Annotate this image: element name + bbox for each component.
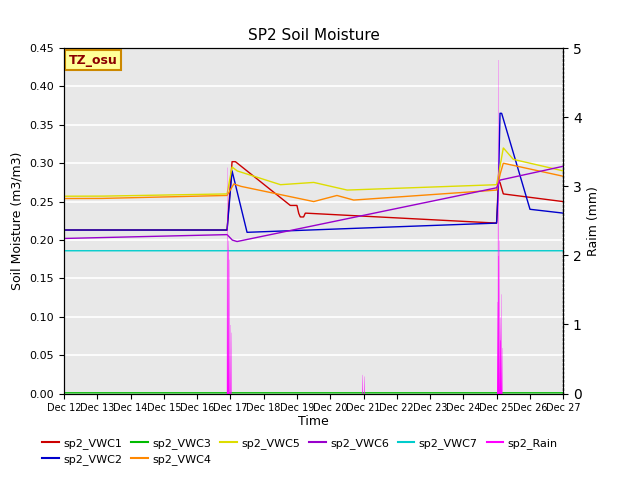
Legend: sp2_VWC1, sp2_VWC2, sp2_VWC3, sp2_VWC4, sp2_VWC5, sp2_VWC6, sp2_VWC7, sp2_Rain: sp2_VWC1, sp2_VWC2, sp2_VWC3, sp2_VWC4, …: [38, 433, 563, 469]
Title: SP2 Soil Moisture: SP2 Soil Moisture: [248, 28, 380, 43]
X-axis label: Time: Time: [298, 415, 329, 428]
Y-axis label: Soil Moisture (m3/m3): Soil Moisture (m3/m3): [11, 152, 24, 290]
Text: TZ_osu: TZ_osu: [69, 54, 118, 67]
Y-axis label: Raim (mm): Raim (mm): [588, 186, 600, 256]
